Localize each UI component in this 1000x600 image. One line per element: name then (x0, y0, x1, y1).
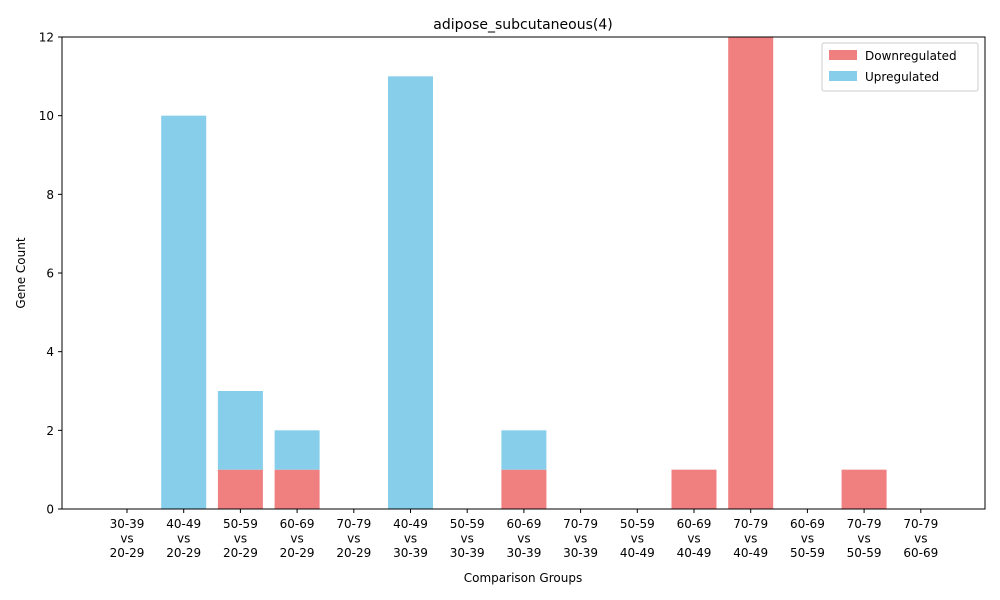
bar-upregulated-5 (388, 76, 433, 509)
bar-upregulated-1 (161, 115, 207, 510)
y-tick-label: 0 (46, 503, 54, 517)
y-tick-label: 4 (46, 345, 54, 359)
bar-downregulated-7 (501, 469, 547, 509)
x-tick-label: 70-79 vs 20-29 (336, 517, 371, 560)
bars-group (161, 37, 887, 510)
x-tick-label: 60-69 vs 30-39 (506, 517, 541, 560)
x-tick-label: 50-59 vs 30-39 (450, 517, 485, 560)
x-tick-label: 70-79 vs 40-49 (733, 517, 768, 560)
x-tick-label: 60-69 vs 20-29 (280, 517, 315, 560)
x-tick-label: 60-69 vs 40-49 (677, 517, 712, 560)
y-tick-label: 8 (46, 188, 54, 202)
legend-swatch-downregulated (829, 50, 857, 60)
legend: Downregulated Upregulated (821, 42, 979, 92)
y-axis: 0 2 4 6 8 10 12 (39, 31, 62, 517)
x-axis-label: Comparison Groups (464, 571, 582, 585)
legend-swatch-upregulated (829, 71, 857, 81)
bar-upregulated-7 (501, 430, 547, 470)
legend-label-downregulated: Downregulated (865, 49, 957, 63)
x-tick-label: 50-59 vs 40-49 (620, 517, 655, 560)
y-tick-label: 12 (39, 31, 54, 45)
legend-label-upregulated: Upregulated (865, 70, 939, 84)
y-tick-label: 10 (39, 109, 54, 123)
y-tick-label: 6 (46, 267, 54, 281)
bar-downregulated-3 (274, 469, 320, 509)
bar-downregulated-11 (728, 37, 774, 509)
x-tick-label: 50-59 vs 20-29 (223, 517, 258, 560)
x-tick-label: 70-79 vs 60-69 (903, 517, 938, 560)
x-tick-label: 40-49 vs 30-39 (393, 517, 428, 560)
bar-upregulated-3 (274, 430, 320, 470)
x-axis: 30-39 vs 20-29 40-49 vs 20-29 50-59 vs 20-29 60-6… (110, 509, 938, 560)
chart-title: adipose_subcutaneous(4) (433, 17, 612, 33)
bar-upregulated-2 (217, 391, 263, 470)
x-tick-label: 70-79 vs 30-39 (563, 517, 598, 560)
x-tick-label: 70-79 vs 50-59 (847, 517, 882, 560)
bar-downregulated-10 (671, 469, 717, 509)
x-tick-label: 30-39 vs 20-29 (110, 517, 145, 560)
y-tick-label: 2 (46, 424, 54, 438)
legend-box (821, 42, 979, 92)
x-tick-label: 60-69 vs 50-59 (790, 517, 825, 560)
y-axis-label: Gene Count (14, 237, 28, 308)
bar-downregulated-2 (217, 469, 263, 509)
bar-downregulated-13 (841, 469, 887, 509)
x-tick-label: 40-49 vs 20-29 (166, 517, 201, 560)
